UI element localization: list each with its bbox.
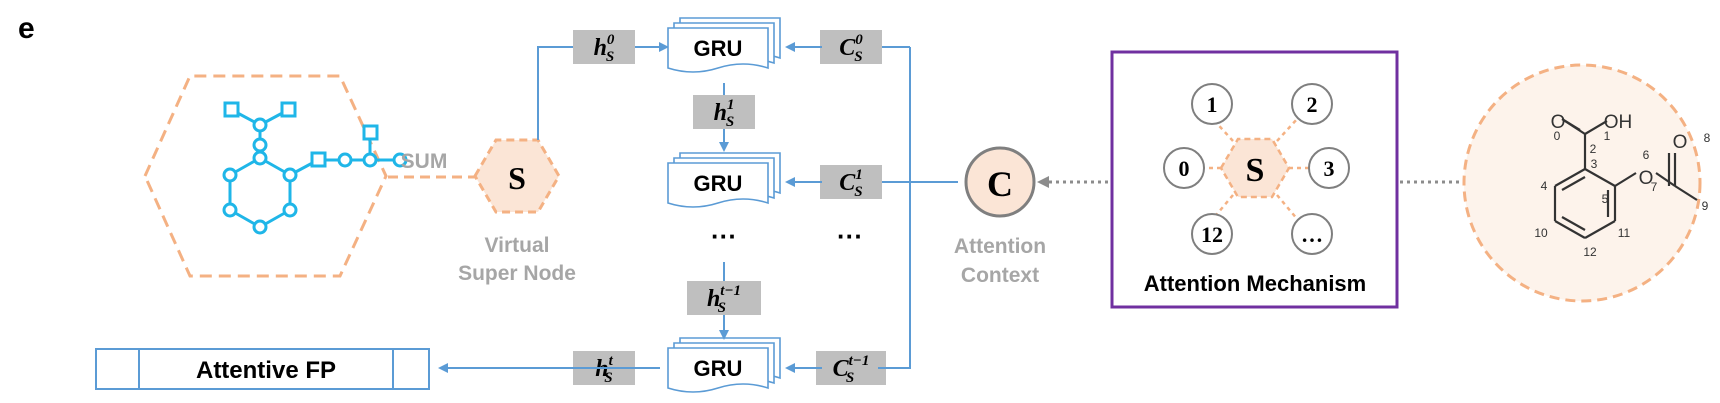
h-state-tminus1-text: ht−1 S bbox=[707, 283, 741, 316]
output-label: Attentive FP bbox=[196, 357, 336, 384]
panel-label: e bbox=[18, 12, 35, 45]
molecule-atom-index: 12 bbox=[1583, 245, 1597, 259]
super-node-caption-line2: Super Node bbox=[458, 262, 576, 285]
attention-center-symbol: S bbox=[1246, 152, 1265, 189]
gru-label: GRU bbox=[694, 36, 743, 61]
molecule-atom-index: 10 bbox=[1534, 226, 1548, 240]
attention-mechanism-box: S 1 20 312… Attention Mechanism bbox=[1110, 50, 1399, 309]
attention-neighbor-node: 1 bbox=[1191, 83, 1233, 125]
attention-neighbor-node: 0 bbox=[1163, 147, 1205, 189]
h-state-t-text: htS bbox=[595, 353, 613, 386]
context-caption-line2: Context bbox=[961, 264, 1039, 287]
c-state-1-text: C1 S bbox=[839, 167, 863, 200]
attention-neighbor-label: 12 bbox=[1201, 222, 1223, 247]
molecule-bonds bbox=[1553, 118, 1698, 239]
attention-center-hexagon bbox=[1219, 137, 1291, 199]
molecule-atom-label: O bbox=[1551, 112, 1566, 133]
molecule-atom-label: O bbox=[1673, 132, 1688, 153]
context-bus-line bbox=[878, 47, 911, 369]
molecule-atom-index: 1 bbox=[1604, 129, 1611, 143]
molecule-atom-index: 7 bbox=[1651, 180, 1658, 194]
molecular-graph bbox=[143, 74, 408, 278]
molecule-atom-index: 11 bbox=[1618, 226, 1631, 240]
sum-label: SUM bbox=[401, 150, 448, 173]
c-state-1: C1 S bbox=[820, 165, 882, 200]
c-state-0-text: C0 S bbox=[839, 32, 863, 65]
graph-atoms bbox=[222, 101, 408, 235]
attention-context-node: C bbox=[964, 146, 1036, 218]
attention-neighbor-node: 3 bbox=[1308, 147, 1350, 189]
h-state-1: h1 S bbox=[693, 95, 755, 130]
h-state-1-text: h1 S bbox=[714, 97, 735, 130]
gru-cell: GRU bbox=[667, 337, 781, 393]
context-caption-line1: Attention bbox=[954, 235, 1046, 258]
virtual-super-node: S bbox=[473, 138, 561, 214]
state-boxes: h0S h1S ht−1S htS C0S C1S Ct−1S bbox=[573, 30, 886, 386]
gru-cell: GRU bbox=[667, 17, 781, 73]
graph-hexagon-outline bbox=[143, 74, 388, 278]
molecule-atom-index: 8 bbox=[1704, 131, 1711, 145]
attention-neighbor-label: 2 bbox=[1307, 92, 1318, 117]
molecule-atom-index: 3 bbox=[1591, 157, 1598, 171]
attention-neighbor-node: … bbox=[1291, 213, 1333, 255]
attention-neighbor-node: 12 bbox=[1191, 213, 1233, 255]
attention-neighbor-label: 0 bbox=[1179, 156, 1190, 181]
c-state-tminus1-text: Ct−1 S bbox=[833, 353, 870, 386]
molecule-atom-label: OH bbox=[1604, 112, 1633, 133]
molecule-atom-index: 4 bbox=[1541, 179, 1548, 193]
h-state-0-text: h0 S bbox=[594, 32, 615, 65]
gru-label: GRU bbox=[694, 171, 743, 196]
molecule-atom-index: 6 bbox=[1643, 148, 1650, 162]
gru-dots: ··· bbox=[711, 221, 737, 251]
gru-stacks: GRU GRU GRU bbox=[667, 17, 781, 393]
context-symbol: C bbox=[987, 164, 1013, 204]
gru-label: GRU bbox=[694, 356, 743, 381]
attentive-fp-output: Attentive FP bbox=[95, 348, 430, 390]
molecule-atom-index: 9 bbox=[1702, 199, 1709, 213]
attention-title: Attention Mechanism bbox=[1144, 271, 1366, 296]
attention-neighbor-label: 3 bbox=[1324, 156, 1335, 181]
h-state-tminus1: ht−1 S bbox=[687, 281, 761, 316]
attention-neighbors: 1 20 312… bbox=[1163, 83, 1350, 255]
context-dots: ··· bbox=[837, 221, 863, 251]
c-state-tminus1: Ct−1 S bbox=[816, 351, 886, 386]
c-state-0: C0 S bbox=[820, 30, 882, 65]
molecule-atom-index: 5 bbox=[1602, 192, 1609, 206]
attention-neighbor-node: 2 bbox=[1291, 83, 1333, 125]
gru-cell: GRU bbox=[667, 152, 781, 208]
molecule-atom-label: O bbox=[1639, 168, 1654, 189]
attention-neighbor-label: 1 bbox=[1207, 92, 1218, 117]
attention-neighbor-label: … bbox=[1301, 222, 1323, 247]
molecule-atom-index: 2 bbox=[1590, 142, 1597, 156]
super-node-symbol: S bbox=[508, 160, 526, 196]
h-state-0: h0 S bbox=[573, 30, 635, 65]
molecule-atom-index: 0 bbox=[1554, 129, 1561, 143]
super-node-caption-line1: Virtual bbox=[485, 234, 550, 257]
